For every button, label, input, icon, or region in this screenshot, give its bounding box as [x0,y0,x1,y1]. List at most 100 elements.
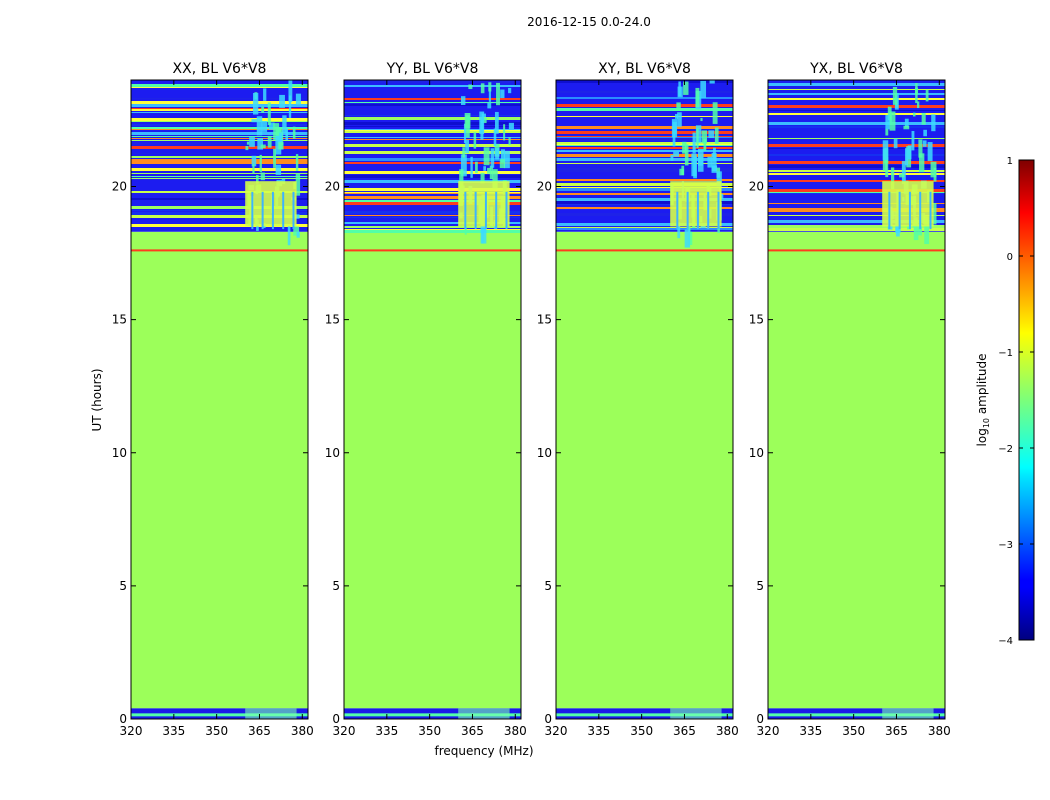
spectrum-row [556,91,733,93]
spectrum-row [768,98,945,100]
y-tick-label: 10 [537,446,552,460]
spectrum-row [344,102,521,103]
spectrum-row [768,126,945,128]
rfi-gap [271,191,274,230]
panel-frame [343,79,522,720]
y-tick-label: 5 [119,579,127,593]
rfi-speckle [933,203,937,225]
rfi-speckle [464,113,471,129]
rfi-speckle [508,87,512,94]
rfi-speckle [692,132,696,154]
spectrum-row [344,162,521,164]
spectrum-row [344,175,521,178]
spectrum-row [768,161,945,164]
spectrum-row [556,104,733,107]
rfi-speckle [700,117,703,122]
spectrum-row [344,98,521,100]
rfi-speckle [677,86,683,98]
rfi-speckle [915,83,918,104]
heatmap-3 [556,80,733,719]
spectrum-row [131,191,308,193]
spectrum-row [344,193,521,194]
x-tick-label: 350 [205,724,228,738]
spectrum-row [131,129,308,130]
spectrum-row [131,168,308,171]
rfi-speckle [468,84,473,90]
y-tick-label: 20 [325,180,340,194]
rfi-speckle [487,167,491,174]
spectrum-row [344,217,521,218]
rfi-speckle [275,135,282,155]
spectrum-row [556,198,733,201]
spectrum-row [768,209,945,212]
spectrum-row [344,80,521,83]
rfi-speckle [261,121,268,132]
rfi-speckle [273,148,276,168]
rfi-speckle [275,164,282,175]
colorbar-ticks: 1 0 −1 −2 −3 −4 [998,156,1034,647]
rfi-speckle [931,114,936,132]
rfi-speckle [295,93,301,105]
rfi-speckle [508,137,511,146]
rfi-gap [464,191,467,230]
spectrum-row [768,208,945,209]
spectrum-row [344,171,521,174]
x-axis-label: frequency (MHz) [434,744,533,758]
rfi-speckle [885,128,889,136]
spectrum-row [556,179,733,181]
rfi-speckle [473,132,477,149]
spectrum-row [344,215,521,216]
colorbar-tick-label: −4 [998,636,1013,647]
spectrum-row [131,140,308,141]
figure-suptitle: 2016-12-15 0.0-24.0 [527,15,651,29]
rfi-speckle [252,163,255,174]
spectrum-row [768,154,945,156]
rfi-gap [505,191,508,230]
spectrum-row [344,85,521,87]
spectrum-row [131,136,308,137]
spectrum-row [344,129,521,130]
spectrum-row [768,192,945,193]
spectrum-row [556,207,733,209]
rfi-speckle [930,161,937,178]
panel-frame [555,79,734,720]
colorbar-tick-label: −3 [998,540,1013,551]
flagged-region [131,231,308,709]
rfi-speckle [489,165,494,180]
rfi-speckle [285,128,289,141]
spectrum-row [131,101,308,104]
rfi-block [882,181,934,227]
rfi-speckle [697,149,704,172]
rfi-gap [696,191,699,230]
rfi-speckle [251,155,257,167]
spectrum-row [344,115,521,116]
rfi-speckle [887,106,892,121]
rfi-band-low [458,708,510,719]
rfi-speckle [508,122,514,130]
rfi-speckle [696,128,699,149]
spectrum-row [768,93,945,95]
rfi-line [131,249,308,252]
spectrum-row [768,138,945,139]
rfi-speckle [912,112,916,117]
y-tick-label: 0 [119,712,127,726]
rfi-speckle [252,92,259,115]
spectrum-row [344,211,521,214]
rfi-speckle [273,123,280,141]
spectrum-row [768,220,945,223]
rfi-speckle [904,118,909,128]
rfi-block [458,181,510,227]
x-tick-label: 380 [504,724,527,738]
rfi-speckle [251,119,258,123]
rfi-band-low [245,708,297,719]
colorbar-tick-label: 1 [1007,156,1013,167]
y-tick-label: 5 [544,579,552,593]
spectrum-row [344,188,521,191]
rfi-speckle [707,156,712,168]
rfi-speckle [462,147,465,158]
rfi-speckle [279,94,285,108]
spectrum-row [768,215,945,216]
flagged-region [344,231,521,709]
rfi-speckle [503,150,510,169]
